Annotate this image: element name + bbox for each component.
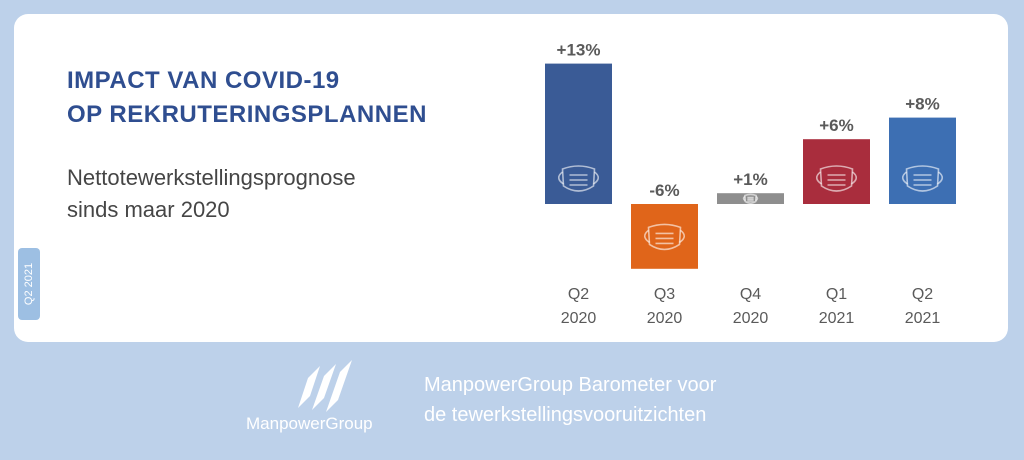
value-label-4: +6% [819,116,854,135]
category-quarter-5: Q2 [912,286,933,303]
category-year-3: 2020 [733,310,769,327]
face-mask-icon [901,165,944,192]
subtitle-line-2: sinds maar 2020 [67,197,230,222]
manpowergroup-logo-icon [298,360,352,412]
bar-1 [545,63,612,204]
subtitle-line-1: Nettotewerkstellingsprognose [67,165,356,190]
value-label-3: +1% [733,170,768,189]
category-quarter-4: Q1 [826,286,847,303]
category-year-1: 2020 [561,310,597,327]
bar-2 [631,204,698,269]
category-quarter-1: Q2 [568,286,589,303]
title-line-1: IMPACT VAN COVID-19 [67,67,340,94]
bar-5 [889,117,956,204]
value-label-5: +8% [905,95,940,114]
category-year-4: 2021 [819,310,855,327]
category-quarter-3: Q4 [740,286,761,303]
value-label-2: -6% [649,181,679,200]
period-tag: Q2 2021 [18,248,40,320]
face-mask-icon [643,223,686,251]
face-mask-icon [815,165,858,192]
footer-line-2: de tewerkstellingsvooruitzichten [424,404,707,426]
chart-subtitle: Nettotewerkstellingsprognose sinds maar … [67,162,356,226]
category-year-2: 2020 [647,310,683,327]
footer-line-1: ManpowerGroup Barometer voor [424,374,717,396]
value-label-1: +13% [557,41,601,60]
category-quarter-2: Q3 [654,286,675,303]
title-line-2: OP REKRUTERINGSPLANNEN [67,101,427,128]
footer-caption: ManpowerGroup Barometer voor de tewerkst… [424,370,716,430]
face-mask-icon [742,193,759,204]
chart-title: IMPACT VAN COVID-19 OP REKRUTERINGSPLANN… [67,64,427,132]
category-year-5: 2021 [905,310,941,327]
face-mask-icon [557,165,600,192]
brand-name: ManpowerGroup [246,414,373,433]
bar-4 [803,139,870,204]
